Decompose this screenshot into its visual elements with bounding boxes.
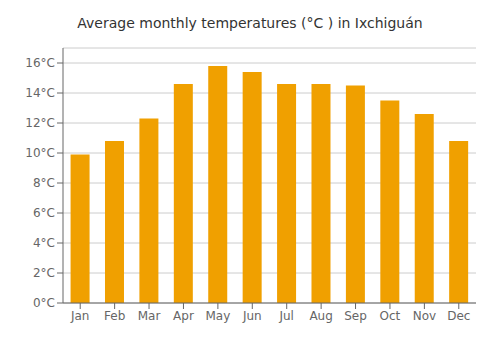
svg-text:Jan: Jan: [70, 309, 90, 323]
svg-text:Jun: Jun: [242, 309, 262, 323]
svg-text:4°C: 4°C: [33, 236, 55, 250]
svg-text:14°C: 14°C: [25, 86, 55, 100]
svg-text:16°C: 16°C: [25, 56, 55, 70]
svg-text:Feb: Feb: [104, 309, 125, 323]
svg-text:6°C: 6°C: [33, 206, 55, 220]
svg-text:Aug: Aug: [309, 309, 332, 323]
svg-text:Dec: Dec: [447, 309, 470, 323]
svg-text:Sep: Sep: [344, 309, 367, 323]
svg-text:Oct: Oct: [380, 309, 401, 323]
svg-text:Mar: Mar: [138, 309, 161, 323]
svg-text:10°C: 10°C: [25, 146, 55, 160]
html-text:Average monthly temperatures (: Average monthly temperatures (°C ) in Ix…: [77, 15, 423, 31]
svg-text:Apr: Apr: [173, 309, 194, 323]
svg-text:0°C: 0°C: [33, 296, 55, 310]
svg-text:12°C: 12°C: [25, 116, 55, 130]
svg-text:8°C: 8°C: [33, 176, 55, 190]
svg-text:2°C: 2°C: [33, 266, 55, 280]
svg-text:Jul: Jul: [278, 309, 293, 323]
svg-text:May: May: [205, 309, 230, 323]
svg-text:Nov: Nov: [413, 309, 436, 323]
